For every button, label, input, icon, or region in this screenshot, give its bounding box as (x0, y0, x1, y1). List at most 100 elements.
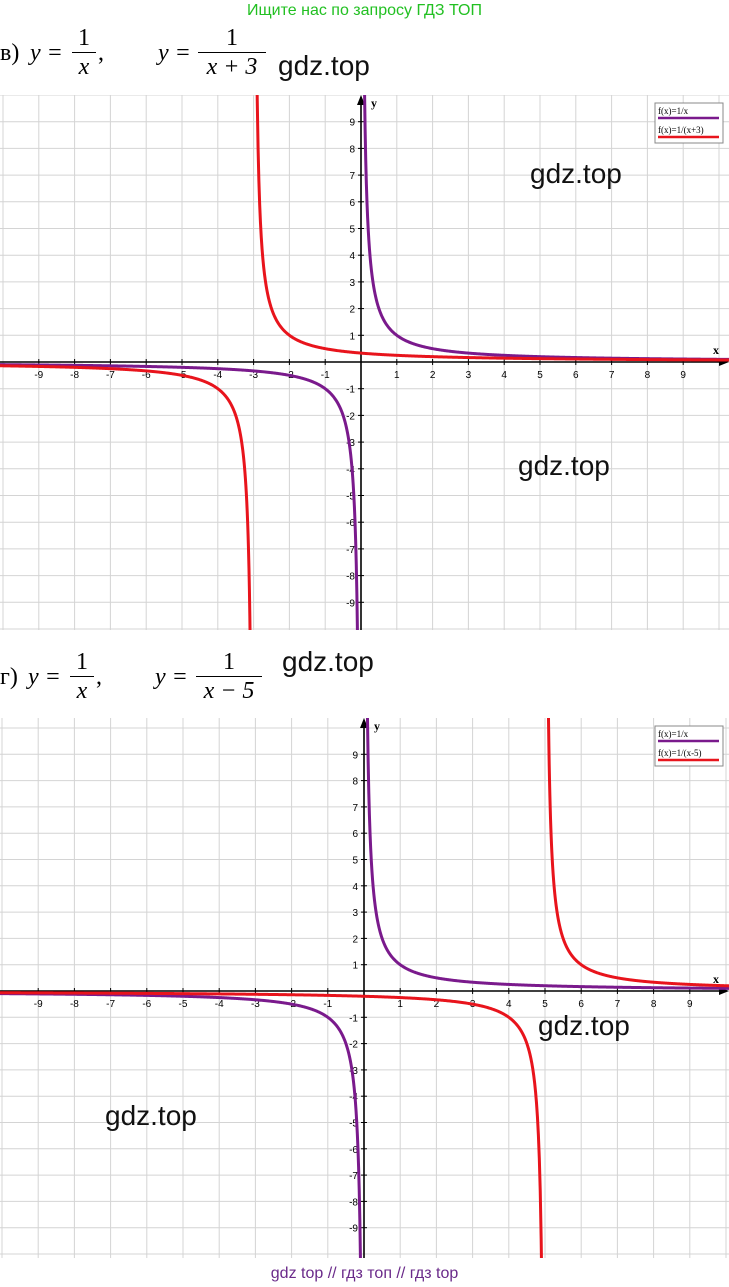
x-tick-label: -9 (34, 999, 43, 1010)
x-tick-label: 7 (615, 999, 621, 1010)
y-axis-arrow (360, 718, 368, 728)
y-tick-label: -5 (349, 1119, 358, 1130)
x-tick-label: 4 (501, 370, 507, 381)
eq2-fraction: 1 x + 3 (198, 24, 266, 81)
eq1-numerator: 1 (72, 24, 96, 53)
x-tick-label: -1 (323, 999, 332, 1010)
y-tick-label: -6 (346, 518, 355, 529)
x-axis-label: x (713, 343, 719, 357)
x-tick-label: 2 (434, 999, 440, 1010)
x-tick-label: -1 (321, 370, 330, 381)
y-tick-label: 4 (349, 251, 355, 262)
eq2-fraction: 1 x − 5 (196, 648, 262, 705)
eq1-fraction: 1 x (72, 24, 96, 81)
y-tick-label: 4 (352, 882, 358, 893)
legend-entry: f(x)=1/(x+3) (658, 125, 704, 135)
graph-g: x y -9 -8 -7 -6 -5 -4 -3 -2 -1 1 2 3 4 5 6 7 8 9 -9 -8 -7 -6 -5 -… (0, 718, 729, 1258)
y-tick-label: -8 (349, 1197, 358, 1208)
x-axis-label: x (713, 972, 719, 986)
y-tick-label: -7 (349, 1171, 358, 1182)
watermark-text: gdz.top (105, 1100, 197, 1131)
y-tick-label: 9 (352, 750, 358, 761)
legend-entry: f(x)=1/x (658, 106, 689, 116)
eq1-fraction: 1 x (70, 648, 94, 705)
watermark-text: gdz.top (518, 450, 610, 481)
series-line-shifted (0, 718, 729, 1258)
x-tick-label: 1 (394, 370, 400, 381)
y-tick-label: 2 (349, 305, 355, 316)
y-axis-label: y (374, 719, 380, 733)
x-tick-label: -7 (106, 370, 115, 381)
x-tick-label: 7 (609, 370, 615, 381)
y-axis-arrow (357, 95, 365, 105)
y-tick-label: 8 (349, 144, 355, 155)
x-tick-label: 6 (573, 370, 579, 381)
y-tick-label: -1 (346, 385, 355, 396)
x-tick-label: 8 (651, 999, 657, 1010)
x-tick-label: 1 (397, 999, 403, 1010)
y-tick-label: 7 (352, 803, 358, 814)
watermark-text: gdz.top (538, 1010, 630, 1041)
x-tick-label: -8 (70, 370, 79, 381)
section-label: г) (0, 664, 18, 690)
y-tick-label: -9 (346, 598, 355, 609)
watermark-text: gdz.top (278, 50, 370, 81)
x-tick-label: -8 (70, 999, 79, 1010)
x-tick-label: 3 (466, 370, 472, 381)
y-tick-label: 5 (352, 856, 358, 867)
eq2-denominator: x + 3 (206, 54, 258, 80)
y-tick-label: 1 (352, 961, 358, 972)
y-tick-label: -8 (346, 572, 355, 583)
y-tick-label: 7 (349, 171, 355, 182)
x-tick-label: 2 (430, 370, 436, 381)
y-tick-label: 6 (352, 829, 358, 840)
eq1-denominator: x (78, 54, 90, 80)
x-tick-label: -9 (34, 370, 43, 381)
eq2-lhs: y = (155, 664, 188, 690)
x-tick-label: 4 (506, 999, 512, 1010)
y-tick-label: 1 (349, 331, 355, 342)
eq2-numerator: 1 (196, 648, 262, 677)
x-tick-label: 9 (687, 999, 693, 1010)
x-tick-label: 5 (542, 999, 548, 1010)
legend: f(x)=1/x f(x)=1/(x-5) (654, 725, 724, 767)
equation-line-g: г) y = 1 x , y = 1 x − 5 gdz.top (0, 646, 729, 705)
x-tick-label: -6 (142, 370, 151, 381)
legend-entry: f(x)=1/x (658, 729, 689, 739)
x-tick-label: 5 (537, 370, 543, 381)
eq2-numerator: 1 (198, 24, 266, 53)
x-tick-label: -4 (213, 370, 222, 381)
y-tick-label: -5 (346, 492, 355, 503)
y-tick-label: -2 (349, 1040, 358, 1051)
y-tick-label: 5 (349, 225, 355, 236)
y-tick-label: 3 (349, 278, 355, 289)
search-hint: Ищите нас по запросу ГДЗ ТОП (247, 2, 482, 19)
equation-line-v: в) y = 1 x , y = 1 x + 3 gdz.top (0, 22, 729, 81)
x-tick-label: -5 (179, 999, 188, 1010)
y-tick-label: -7 (346, 545, 355, 556)
graph-v: xy-9 -8 -7 -6 -5 -4 -3 -2 -1 1 2 3 4 5 6 7 8 9-9-8-7-6-5-… (0, 95, 729, 630)
eq1-lhs: y = (30, 40, 63, 66)
eq1-lhs: y = (28, 664, 61, 690)
section-label: в) (0, 40, 20, 66)
y-tick-label: -6 (349, 1145, 358, 1156)
y-tick-label: -9 (349, 1224, 358, 1235)
legend: f(x)=1/x f(x)=1/(x+3) (654, 102, 724, 144)
watermark-text: gdz.top (282, 646, 374, 677)
watermark-text: gdz.top (530, 158, 622, 189)
y-tick-label: -1 (349, 1013, 358, 1024)
series-line-shifted (0, 95, 729, 630)
footer-watermark: gdz top // гдз топ // гдз top (270, 1265, 459, 1282)
x-tick-label: 8 (645, 370, 651, 381)
y-tick-label: 8 (352, 777, 358, 788)
y-tick-label: 2 (352, 934, 358, 945)
eq2-denominator: x − 5 (203, 678, 255, 704)
x-tick-label: -4 (215, 999, 224, 1010)
x-tick-label: -6 (142, 999, 151, 1010)
y-tick-label: -2 (346, 411, 355, 422)
y-tick-label: 6 (349, 198, 355, 209)
eq2-lhs: y = (158, 40, 191, 66)
legend-entry: f(x)=1/(x-5) (658, 748, 702, 758)
y-tick-label: -3 (349, 1066, 358, 1077)
eq1-comma: , (98, 40, 104, 66)
